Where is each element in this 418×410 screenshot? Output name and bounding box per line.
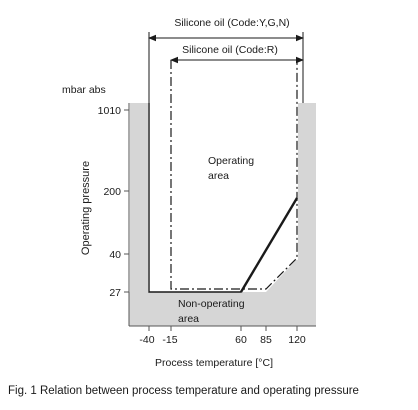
non-operating-label-line1: Non-operating bbox=[178, 298, 245, 310]
y-tick-label-27: 27 bbox=[109, 287, 121, 299]
non-operating-label-line2: area bbox=[178, 313, 199, 325]
x-tick-label-minus-40: -40 bbox=[139, 334, 154, 346]
operating-area-label-line1: Operating bbox=[208, 155, 254, 167]
x-tick-label-minus-15: -15 bbox=[162, 334, 177, 346]
y-tick-label-40: 40 bbox=[109, 249, 121, 261]
shade-left bbox=[130, 103, 148, 326]
y-axis-label: Operating pressure bbox=[80, 161, 92, 255]
figure-caption: Fig. 1 Relation between process temperat… bbox=[8, 385, 359, 397]
y-tick-label-200: 200 bbox=[103, 186, 121, 198]
boundary-silicone-ygn-slope bbox=[239, 197, 299, 293]
label-silicone-r: Silicone oil (Code:R) bbox=[182, 44, 278, 56]
boundary-silicone-r bbox=[170, 60, 298, 290]
y-unit-label: mbar abs bbox=[62, 84, 106, 96]
x-tick-label-120: 120 bbox=[288, 334, 306, 346]
x-axis-label: Process temperature [°C] bbox=[155, 357, 273, 369]
operating-area-label-line2: area bbox=[208, 170, 229, 182]
x-tick-label-60: 60 bbox=[235, 334, 247, 346]
operating-area-fill bbox=[149, 103, 297, 292]
y-tick-label-1010: 1010 bbox=[98, 105, 122, 117]
label-silicone-ygn: Silicone oil (Code:Y,G,N) bbox=[174, 17, 289, 29]
axes bbox=[124, 103, 316, 331]
x-tick-label-85: 85 bbox=[260, 334, 272, 346]
range-arrows bbox=[148, 32, 304, 103]
